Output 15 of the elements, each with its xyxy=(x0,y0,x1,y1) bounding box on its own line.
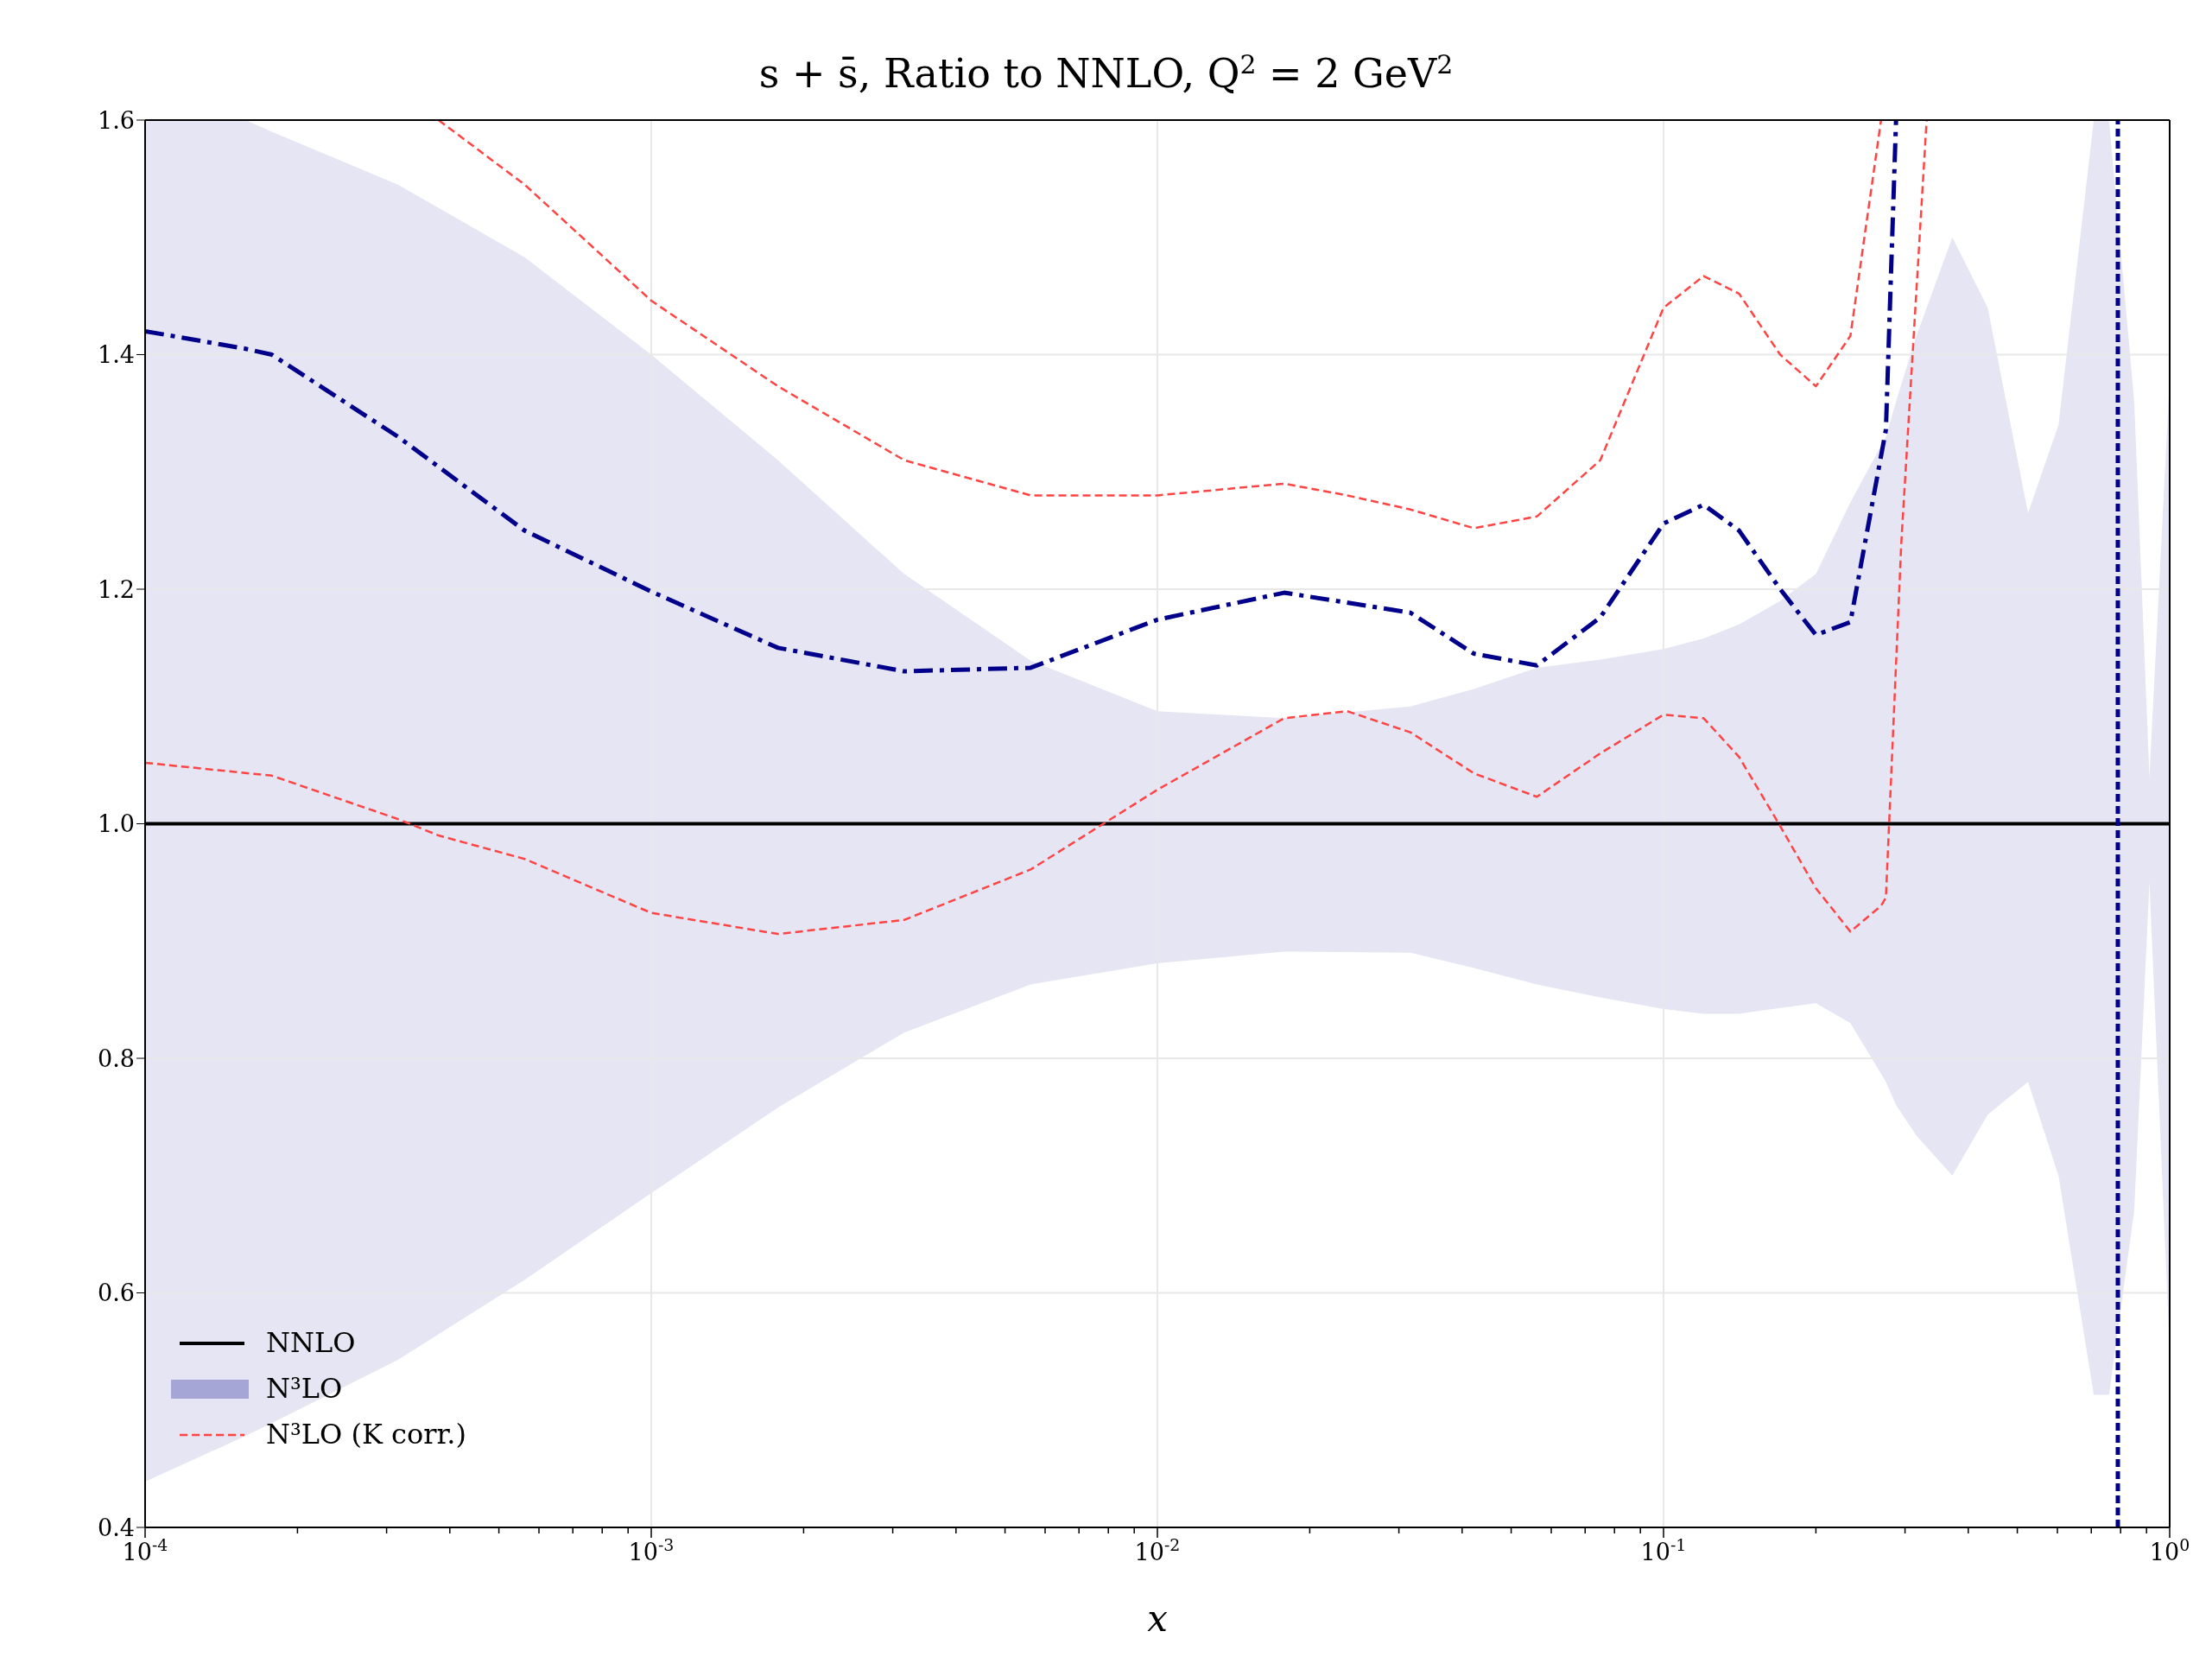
chart-title: s + s̄, Ratio to NNLO, Q$^{2}$ = 2 GeV$^{2}$ xyxy=(758,48,1454,97)
x-tick-label: 10$^{-2}$ xyxy=(1134,1535,1181,1565)
legend-label: N³LO (K corr.) xyxy=(266,1417,466,1452)
y-tick-label: 1.2 xyxy=(98,575,135,603)
y-tick-label: 1.0 xyxy=(98,810,135,838)
x-axis-title: x xyxy=(1147,1597,1169,1640)
x-tick-label: 10$^{0}$ xyxy=(2149,1535,2190,1565)
y-tick-label: 1.6 xyxy=(98,106,135,134)
y-tick-label: 0.8 xyxy=(98,1044,135,1072)
y-tick-label: 1.4 xyxy=(98,341,135,369)
legend-label: NNLO xyxy=(266,1325,356,1361)
legend-label: N³LO xyxy=(266,1371,343,1406)
x-tick-label: 10$^{-3}$ xyxy=(628,1535,675,1565)
x-tick-label: 10$^{-1}$ xyxy=(1640,1535,1687,1565)
y-tick-label: 0.6 xyxy=(98,1279,135,1307)
